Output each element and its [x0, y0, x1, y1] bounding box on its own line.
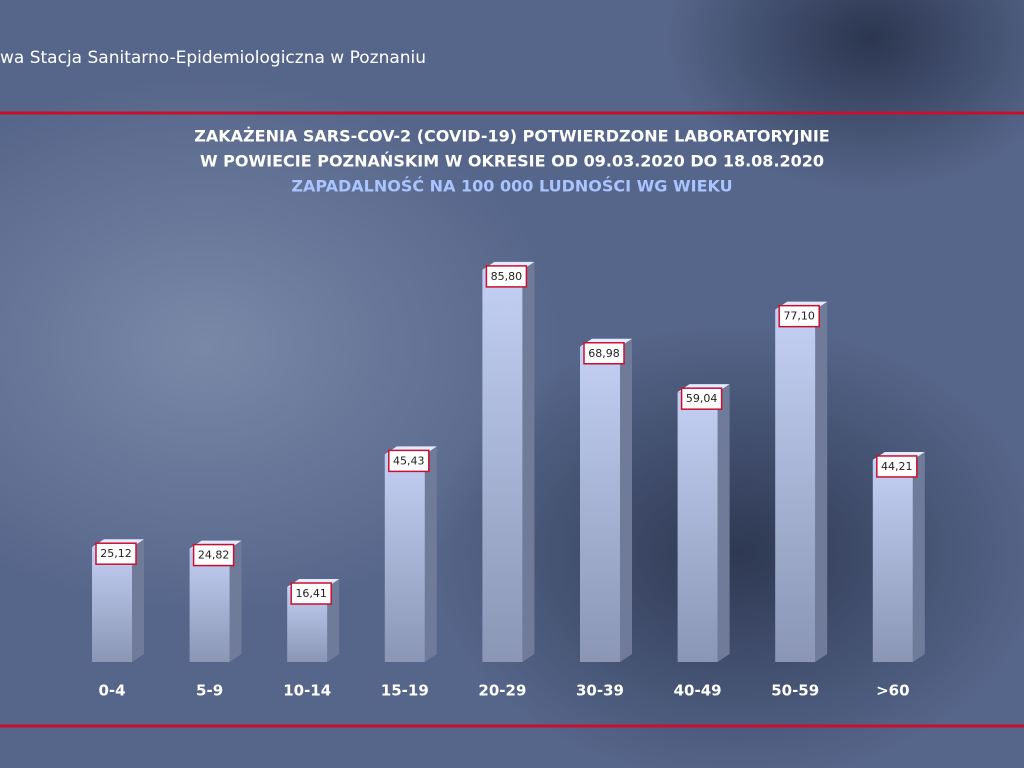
value-label: 77,10 [783, 310, 815, 323]
value-label-box [95, 542, 137, 565]
bar-side [132, 539, 144, 662]
value-label: 59,04 [686, 392, 718, 405]
bar [872, 459, 913, 662]
value-label-box [290, 582, 332, 605]
value-label: 85,80 [491, 270, 523, 283]
x-tick-label: >60 [876, 682, 909, 700]
bar [384, 454, 425, 662]
x-tick-label: 30-39 [576, 682, 624, 700]
x-tick-label: 20-29 [478, 682, 526, 700]
bar [677, 392, 718, 662]
value-label: 25,12 [100, 547, 132, 560]
bar-side [912, 451, 925, 662]
bar-side [229, 540, 242, 662]
chart-title: W POWIECIE POZNAŃSKIM W OKRESIE OD 09.03… [200, 152, 824, 171]
bar [189, 548, 230, 662]
x-tick-label: 50-59 [771, 682, 819, 700]
bar-side [424, 446, 437, 662]
value-label-box [876, 455, 918, 478]
value-label: 16,41 [295, 587, 327, 600]
x-tick-label: 10-14 [283, 682, 331, 700]
bar [92, 547, 132, 662]
value-label: 44,21 [881, 460, 913, 473]
bar [775, 309, 816, 662]
bar [482, 269, 523, 662]
value-label-box [485, 265, 528, 288]
value-label: 68,98 [588, 347, 620, 360]
value-label: 45,43 [393, 454, 425, 467]
bar-side [717, 384, 730, 662]
header: wa Stacja Sanitarno-Epidemiologiczna w P… [0, 48, 426, 68]
x-tick-label: 0-4 [98, 682, 125, 700]
x-tick-label: 40-49 [674, 682, 722, 700]
value-label-box [583, 342, 625, 365]
value-label-box [680, 387, 723, 410]
x-tick-label: 15-19 [381, 682, 429, 700]
x-tick-label: 5-9 [196, 682, 223, 700]
chart-subtitle: ZAPADALNOŚĆ NA 100 000 LUDNOŚCI WG WIEKU [291, 177, 732, 196]
value-label-box [778, 304, 820, 328]
value-label-box [388, 449, 430, 473]
value-label: 24,82 [198, 549, 230, 562]
bar-side [815, 301, 828, 662]
bar-side [620, 338, 632, 662]
bar [580, 346, 620, 662]
chart-title: ZAKAŻENIA SARS-COV-2 (COVID-19) POTWIERD… [194, 127, 829, 146]
bar-side [522, 261, 535, 662]
value-label-box [192, 543, 235, 567]
